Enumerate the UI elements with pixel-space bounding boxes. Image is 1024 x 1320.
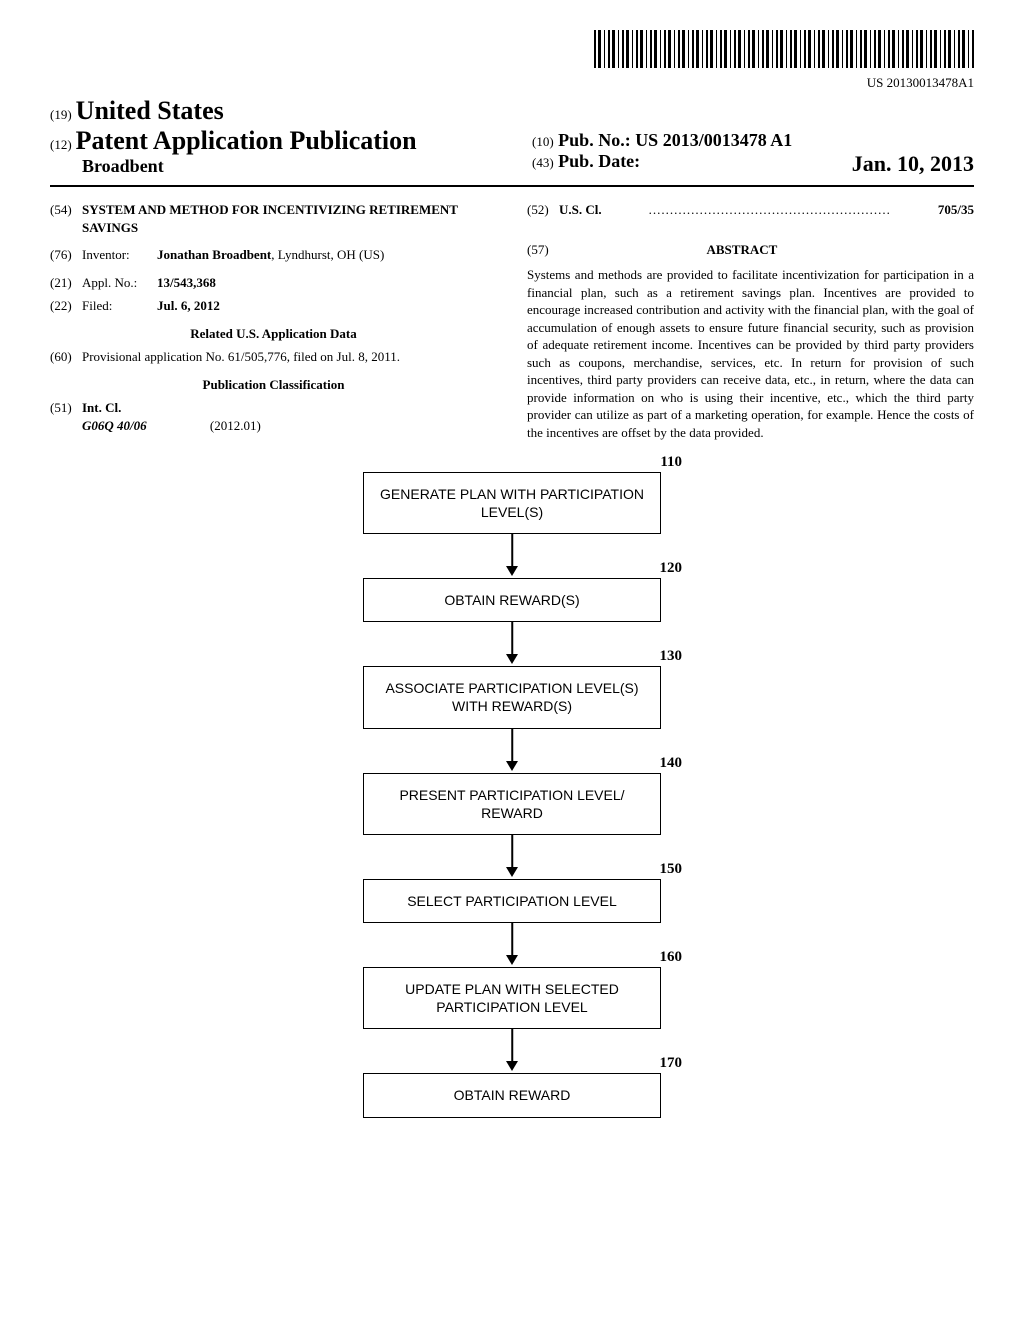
- flow-num-110: 110: [660, 454, 682, 471]
- related-heading: Related U.S. Application Data: [50, 325, 497, 343]
- abstract-label: ABSTRACT: [552, 241, 932, 259]
- abstract-num: (57): [527, 242, 549, 257]
- patent-page: US 20130013478A1 (19) United States (12)…: [0, 0, 1024, 1148]
- flow-num-150: 150: [660, 861, 683, 878]
- pub-date-line: (43) Pub. Date: Jan. 10, 2013: [532, 151, 974, 172]
- flow-step-140: 140 PRESENT PARTICIPATION LEVEL/ REWARD: [302, 773, 722, 835]
- pub-no-value: US 2013/0013478 A1: [635, 130, 792, 150]
- intcl-version: (2012.01): [210, 418, 261, 433]
- flow-num-160: 160: [660, 949, 683, 966]
- header-right: (10) Pub. No.: US 2013/0013478 A1 (43) P…: [492, 130, 974, 177]
- uscl-dots: ........................................…: [602, 201, 938, 219]
- country-name: United States: [76, 96, 224, 125]
- uscl-value: 705/35: [938, 201, 974, 219]
- flow-num-120: 120: [660, 560, 683, 577]
- pub-no-line: (10) Pub. No.: US 2013/0013478 A1: [532, 130, 974, 151]
- flow-box-120: OBTAIN REWARD(S): [363, 578, 661, 622]
- inventor-value: Jonathan Broadbent, Lyndhurst, OH (US): [157, 246, 497, 264]
- flow-num-130: 130: [660, 648, 683, 665]
- intcl-row: (51) Int. Cl. G06Q 40/06 (2012.01): [50, 399, 497, 434]
- biblio-columns: (54) SYSTEM AND METHOD FOR INCENTIVIZING…: [50, 201, 974, 442]
- pub-date-num: (43): [532, 155, 554, 170]
- title-num: (54): [50, 201, 82, 236]
- header-divider: [50, 185, 974, 187]
- flow-step-120: 120 OBTAIN REWARD(S): [302, 578, 722, 622]
- uscl-row: (52) U.S. Cl. ..........................…: [527, 201, 974, 219]
- country-num: (19): [50, 107, 72, 122]
- inventor-row: (76) Inventor: Jonathan Broadbent, Lyndh…: [50, 246, 497, 264]
- abstract-text: Systems and methods are provided to faci…: [527, 266, 974, 441]
- left-column: (54) SYSTEM AND METHOD FOR INCENTIVIZING…: [50, 201, 497, 442]
- pub-date-label: Pub. Date:: [558, 151, 640, 171]
- title-row: (54) SYSTEM AND METHOD FOR INCENTIVIZING…: [50, 201, 497, 236]
- flowchart: 110 GENERATE PLAN WITH PARTICIPATION LEV…: [302, 472, 722, 1118]
- flow-step-170: 170 OBTAIN REWARD: [302, 1073, 722, 1117]
- flow-num-170: 170: [660, 1055, 683, 1072]
- intcl-line: G06Q 40/06 (2012.01): [82, 417, 497, 435]
- country-line: (19) United States: [50, 96, 492, 126]
- prov-text: Provisional application No. 61/505,776, …: [82, 348, 497, 366]
- filed-row: (22) Filed: Jul. 6, 2012: [50, 297, 497, 315]
- flow-box-130: ASSOCIATE PARTICIPATION LEVEL(S) WITH RE…: [363, 666, 661, 728]
- appl-value: 13/543,368: [157, 274, 497, 292]
- intcl-code: G06Q 40/06: [82, 418, 147, 433]
- flow-step-150: 150 SELECT PARTICIPATION LEVEL: [302, 879, 722, 923]
- barcode-graphic: [594, 30, 974, 68]
- barcode-text: US 20130013478A1: [50, 75, 974, 91]
- provisional-row: (60) Provisional application No. 61/505,…: [50, 348, 497, 366]
- flow-num-140: 140: [660, 755, 683, 772]
- uscl-num: (52): [527, 201, 559, 219]
- prov-num: (60): [50, 348, 82, 366]
- flow-box-110: GENERATE PLAN WITH PARTICIPATION LEVEL(S…: [363, 472, 661, 534]
- appl-num: (21): [50, 274, 82, 292]
- intcl-block: Int. Cl. G06Q 40/06 (2012.01): [82, 399, 497, 434]
- flow-box-150: SELECT PARTICIPATION LEVEL: [363, 879, 661, 923]
- uscl-label: U.S. Cl.: [559, 201, 602, 219]
- barcode-area: US 20130013478A1: [50, 30, 974, 91]
- flow-step-160: 160 UPDATE PLAN WITH SELECTED PARTICIPAT…: [302, 967, 722, 1029]
- flow-step-110: 110 GENERATE PLAN WITH PARTICIPATION LEV…: [302, 472, 722, 534]
- classification-heading: Publication Classification: [50, 376, 497, 394]
- intcl-num: (51): [50, 399, 82, 434]
- inventor-num: (76): [50, 246, 82, 264]
- header-left: (19) United States (12) Patent Applicati…: [50, 96, 492, 177]
- kind-line: (12) Patent Application Publication: [50, 126, 492, 156]
- kind-label: Patent Application Publication: [76, 126, 417, 155]
- header-row: (19) United States (12) Patent Applicati…: [50, 96, 974, 177]
- flow-box-140: PRESENT PARTICIPATION LEVEL/ REWARD: [363, 773, 661, 835]
- inventor-loc: , Lyndhurst, OH (US): [271, 247, 384, 262]
- invention-title: SYSTEM AND METHOD FOR INCENTIVIZING RETI…: [82, 201, 497, 236]
- author-name: Broadbent: [82, 156, 492, 177]
- inventor-label: Inventor:: [82, 246, 157, 264]
- filed-num: (22): [50, 297, 82, 315]
- kind-num: (12): [50, 137, 72, 152]
- abstract-header: (57) ABSTRACT: [527, 233, 974, 267]
- pub-date-value: Jan. 10, 2013: [852, 151, 974, 177]
- appl-row: (21) Appl. No.: 13/543,368: [50, 274, 497, 292]
- flow-box-170: OBTAIN REWARD: [363, 1073, 661, 1117]
- flow-step-130: 130 ASSOCIATE PARTICIPATION LEVEL(S) WIT…: [302, 666, 722, 728]
- intcl-label: Int. Cl.: [82, 399, 497, 417]
- flow-box-160: UPDATE PLAN WITH SELECTED PARTICIPATION …: [363, 967, 661, 1029]
- appl-label: Appl. No.:: [82, 274, 157, 292]
- inventor-name: Jonathan Broadbent: [157, 247, 271, 262]
- right-column: (52) U.S. Cl. ..........................…: [527, 201, 974, 442]
- filed-label: Filed:: [82, 297, 157, 315]
- filed-value: Jul. 6, 2012: [157, 297, 497, 315]
- pub-no-num: (10): [532, 134, 554, 149]
- pub-no-label: Pub. No.:: [558, 130, 631, 150]
